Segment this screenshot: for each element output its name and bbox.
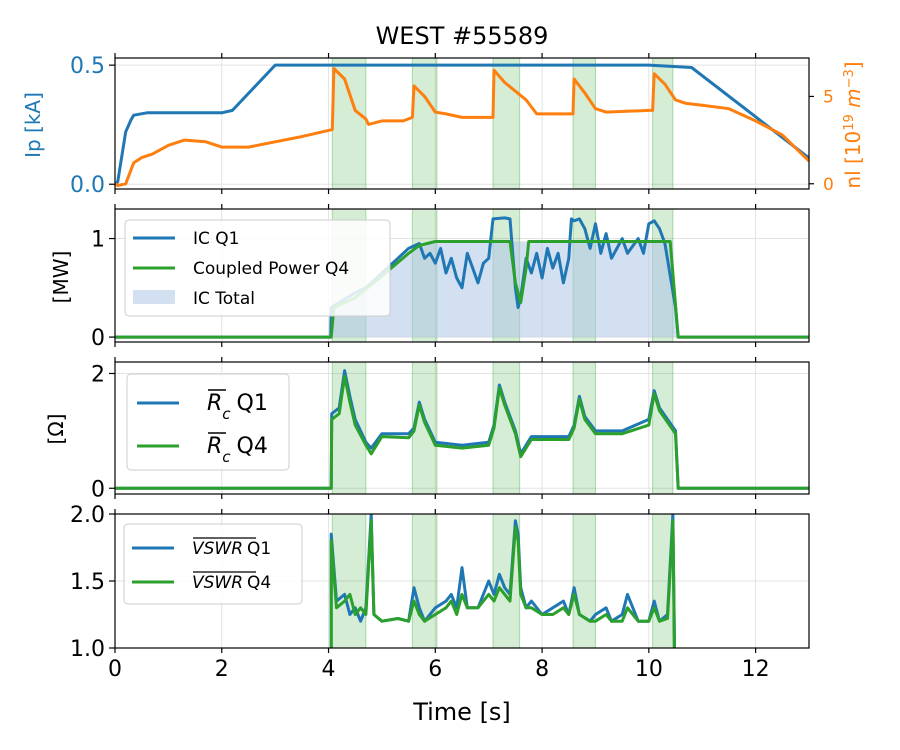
heating-window-band — [492, 57, 521, 190]
legend-ic-power: IC Q1 Coupled Power Q4 IC Total — [124, 219, 391, 317]
y-right-tick-label: 0 — [823, 175, 834, 195]
x-tick-label: 12 — [742, 657, 770, 682]
legend-rc-suffix: Q4 — [237, 434, 268, 459]
panel-plot-area — [115, 369, 809, 490]
x-axis-label: Time [s] — [412, 698, 511, 726]
legend-vswr-suffix: Q4 — [247, 573, 271, 593]
r-c-q4-line — [115, 374, 809, 490]
heating-window-band — [411, 57, 438, 190]
left-line — [115, 63, 809, 186]
legend-label-rc-q4: Rc Q4 — [207, 434, 268, 466]
heating-window-band — [572, 57, 596, 190]
y-tick-label: 1 — [91, 228, 105, 253]
legend-box — [124, 219, 391, 317]
y-tick-label: 0 — [91, 477, 105, 502]
heating-window-band — [572, 513, 596, 649]
vswr-q4-line — [329, 519, 676, 648]
legend-box — [123, 523, 303, 605]
legend-label-ic-q1: IC Q1 — [193, 229, 239, 249]
legend-rc: Rc Q1 Rc Q4 — [126, 373, 290, 471]
legend-vswr-symbol: VSWR — [192, 539, 243, 559]
legend-label-ic-total: IC Total — [193, 289, 255, 309]
panel-ic-power: [MW] 0 1 IC Q1 Coupled Power Q4 IC Total — [49, 204, 810, 351]
y-tick-label: 1.5 — [70, 570, 105, 595]
panel-plot-area — [329, 514, 676, 648]
ic-total-area — [331, 241, 677, 338]
x-tick-label: 2 — [215, 657, 229, 682]
panel-frame — [114, 57, 810, 190]
panel-rc: [Ω] 0 2 Rc Q1 Rc Q4 — [44, 357, 810, 502]
panel-ip-density: Ip [kA] nl [1019 m−3] 0.0 0.5 0 5 — [21, 53, 865, 198]
heating-window-band — [331, 57, 367, 190]
x-tick-label: 6 — [428, 657, 442, 682]
heating-window-band — [331, 513, 367, 649]
legend-rc-symbol: R — [207, 391, 222, 416]
panel-ip-density-ylabel: Ip [kA] — [21, 92, 45, 158]
legend-rc-subscript: c — [222, 448, 231, 466]
heating-window-band — [411, 361, 438, 495]
legend-swatch-ic-total — [133, 290, 175, 304]
panel-rc-ylabel: [Ω] — [44, 414, 68, 445]
legend-label-vswr-q4: VSWR Q4 — [192, 573, 271, 593]
legend-rc-subscript: c — [222, 405, 231, 423]
panel-frame — [114, 361, 810, 495]
panel-ic-power-ylabel: [MW] — [49, 251, 73, 304]
y-tick-label: 0 — [91, 326, 105, 351]
x-tick-label: 10 — [635, 657, 663, 682]
x-tick-label: 4 — [322, 657, 336, 682]
heating-window-band — [652, 57, 674, 190]
y-tick-label: 2.0 — [70, 503, 105, 528]
y-tick-label: 2 — [91, 362, 105, 387]
legend-vswr-suffix: Q1 — [247, 539, 271, 559]
legend-label-rc-q1: Rc Q1 — [207, 391, 268, 423]
right-line — [115, 67, 809, 187]
x-tick-label: 0 — [108, 657, 122, 682]
legend-vswr-symbol: VSWR — [192, 573, 243, 593]
y-right-tick-label: 5 — [823, 87, 834, 107]
legend-rc-symbol: R — [207, 434, 222, 459]
legend-label-vswr-q1: VSWR Q1 — [192, 539, 271, 559]
panel-frame — [114, 208, 810, 343]
y-tick-label: 0.5 — [70, 54, 105, 79]
y-tick-label: 0.0 — [70, 173, 105, 198]
legend-label-coupled-power-q4: Coupled Power Q4 — [193, 259, 349, 279]
panel-ip-density-ylabel-right: nl [1019 m−3] — [841, 61, 865, 188]
heating-window-band — [411, 513, 438, 649]
legend-rc-suffix: Q1 — [237, 391, 268, 416]
figure-title: WEST #55589 — [376, 22, 549, 50]
panel-plot-area — [115, 63, 809, 187]
x-tick-label: 8 — [535, 657, 549, 682]
y-tick-label: 1.0 — [70, 637, 105, 662]
